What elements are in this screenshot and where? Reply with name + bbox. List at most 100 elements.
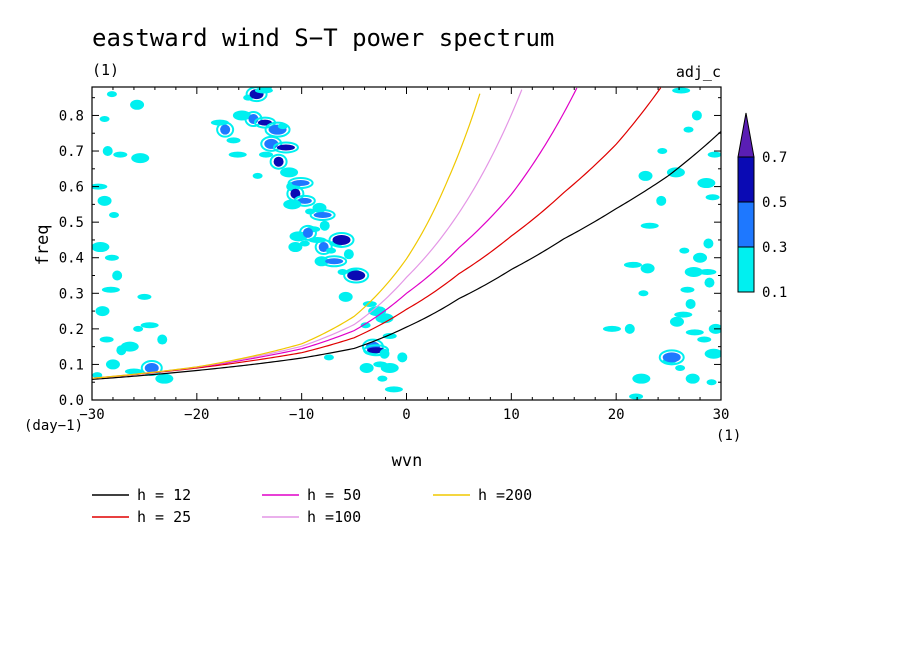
contour-patch — [704, 348, 721, 359]
contour-patch — [683, 126, 694, 133]
x-axis-unit: (1) — [716, 428, 741, 444]
contour-patch — [680, 286, 695, 293]
contour-patch — [302, 227, 313, 238]
contour-patch — [283, 199, 302, 210]
contour-patch — [656, 195, 667, 206]
x-tick-label: 10 — [503, 407, 520, 423]
contour-patch-rim — [328, 231, 355, 248]
dispersion-curve-h25 — [92, 87, 662, 379]
y-tick-label: 0.5 — [59, 215, 84, 231]
contour-patch — [155, 373, 174, 384]
contour-patch — [210, 119, 229, 126]
contour-patch — [120, 341, 139, 352]
y-tick-label: 0.8 — [59, 108, 84, 124]
contour-patch-rim — [309, 209, 336, 222]
x-tick-label: −20 — [184, 407, 209, 423]
contour-patch — [640, 263, 655, 274]
contour-patch — [95, 306, 110, 317]
legend-label: h = 12 — [137, 486, 191, 504]
colorbar-segment — [737, 156, 755, 203]
contour-patch — [157, 334, 168, 345]
contour-patch — [685, 298, 696, 309]
contour-patch-rim — [260, 135, 283, 152]
contour-patch — [319, 220, 330, 231]
y-tick-label: 0.4 — [59, 251, 84, 267]
contour-patch — [99, 336, 114, 343]
dispersion-curve-h200 — [92, 93, 481, 379]
legend-label: h =200 — [478, 486, 532, 504]
contour-patch — [144, 362, 159, 373]
contour-patch — [104, 254, 119, 261]
contour-patch — [288, 242, 303, 253]
y-tick-label: 0.0 — [59, 393, 84, 409]
contour-patch — [326, 247, 337, 254]
contour-patch — [259, 151, 274, 158]
contour-patch — [137, 293, 152, 300]
chart-title: eastward wind S−T power spectrum — [92, 24, 554, 52]
contour-patch — [101, 286, 120, 293]
contour-patch — [92, 183, 108, 190]
contour-patch — [380, 362, 399, 373]
contour-patch — [691, 110, 702, 121]
contour-patch — [337, 268, 348, 275]
contour-patch — [140, 322, 159, 329]
contour-patch — [313, 212, 332, 219]
legend: h = 12 h = 25 h = 50 h =100 h =200 — [92, 486, 532, 526]
contour-patch — [623, 261, 642, 268]
y-tick-label: 0.6 — [59, 180, 84, 196]
chart-run-label: adj_c — [676, 63, 721, 81]
contour-patch-rim — [321, 255, 348, 268]
contour-patch — [697, 336, 712, 343]
contour-patch — [112, 270, 123, 281]
x-tick-label: −30 — [79, 407, 104, 423]
contour-patch — [629, 393, 644, 400]
contour-patch — [674, 311, 693, 318]
contour-patch — [638, 290, 649, 297]
x-tick-label: 0 — [402, 407, 410, 423]
dispersion-curve-h12 — [92, 131, 721, 380]
x-tick-label: 20 — [608, 407, 625, 423]
contour-patch — [92, 372, 103, 379]
contour-patch-rim — [363, 344, 390, 357]
contour-patch — [693, 252, 708, 263]
contour-patch — [602, 325, 621, 332]
colorbar-label: 0.3 — [762, 240, 787, 256]
contour-patch — [97, 195, 112, 206]
contour-patch — [109, 212, 120, 219]
x-tick-label: −10 — [289, 407, 314, 423]
contour-patch — [252, 172, 263, 179]
contour-patch — [706, 379, 717, 386]
contour-patch-rim — [272, 141, 299, 154]
contour-patch — [632, 373, 651, 384]
contour-patch — [685, 373, 700, 384]
contour-fill-layer — [92, 87, 721, 400]
contour-patch — [666, 167, 685, 178]
contour-patch — [325, 258, 344, 265]
legend-label: h =100 — [307, 508, 361, 526]
colorbar-label: 0.5 — [762, 195, 787, 211]
contour-patch — [675, 364, 686, 371]
contour-patch-rim — [216, 121, 235, 138]
y-tick-label: 0.3 — [59, 286, 84, 302]
contour-patch — [697, 178, 716, 189]
contour-patch — [359, 362, 374, 373]
y-axis-label: freq — [33, 225, 53, 266]
contour-patch — [360, 322, 371, 329]
contour-patch — [662, 352, 681, 363]
contour-patch — [338, 291, 353, 302]
contour-patch — [130, 99, 145, 110]
contour-patch — [277, 123, 288, 130]
contour-patch — [343, 249, 354, 260]
contour-patch — [228, 151, 247, 158]
contour-patch — [113, 151, 128, 158]
contour-patch-rim — [269, 153, 288, 170]
contour-patch — [384, 386, 403, 393]
contour-patch — [318, 242, 329, 253]
colorbar-segment — [737, 201, 755, 248]
legend-label: h = 50 — [307, 486, 361, 504]
contour-patch — [375, 313, 394, 324]
contour-patch — [669, 316, 684, 327]
plot-axes: −30 −20 −10 0 10 20 30 0.0 0.1 0.2 0.3 0.4 0.5 0.6 0.7… — [59, 86, 729, 423]
contour-patch — [273, 156, 284, 167]
